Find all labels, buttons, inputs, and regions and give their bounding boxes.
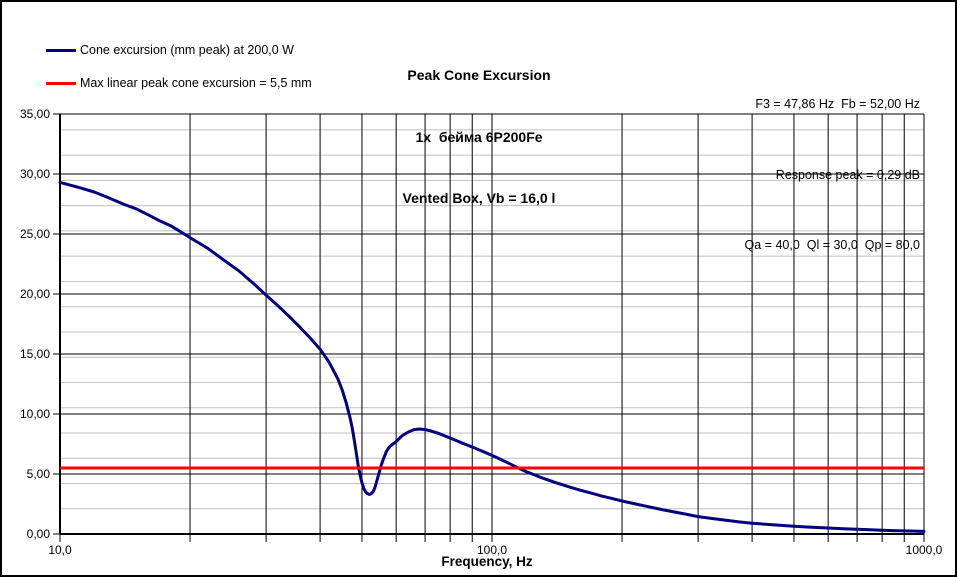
legend-item-cone-excursion: Cone excursion (mm peak) at 200,0 W xyxy=(46,43,294,57)
info-q-values: Qa = 40,0 Ql = 30,0 Qp = 80,0 xyxy=(744,238,920,252)
y-axis-tick-label: 10,00 xyxy=(20,407,50,421)
info-response-peak: Response peak = 0,29 dB xyxy=(775,167,920,182)
y-axis-tick-label: 25,00 xyxy=(20,227,50,241)
legend-item-max-excursion: Max linear peak cone excursion = 5,5 mm xyxy=(46,76,312,90)
x-axis-title: Frequency, Hz xyxy=(441,554,533,569)
legend-label: Max linear peak cone excursion = 5,5 mm xyxy=(80,76,312,90)
y-axis-tick-label: 15,00 xyxy=(20,347,50,361)
info-f3-fb: F3 = 47,86 Hz Fb = 52,00 Hz xyxy=(755,97,920,111)
y-axis-tick-label: 35,00 xyxy=(20,107,50,121)
cone-excursion-curve xyxy=(58,180,926,533)
chart-title-line1: Peak Cone Excursion xyxy=(407,67,551,83)
x-axis-tick-label: 10,0 xyxy=(48,543,72,557)
chart-title-line2: 1x бейма 6P200Fe xyxy=(415,128,543,145)
y-axis-tick-label: 0,00 xyxy=(27,527,51,541)
chart-title: Peak Cone Excursion 1x бейма 6P200Fe Ven… xyxy=(279,24,679,250)
x-axis-tick-label: 100,0 xyxy=(477,543,507,557)
y-axis-tick-label: 20,00 xyxy=(20,287,50,301)
chart-title-line3: Vented Box, Vb = 16,0 l xyxy=(402,190,556,206)
legend-label: Cone excursion (mm peak) at 200,0 W xyxy=(80,43,294,57)
alignment-info: F3 = 47,86 Hz Fb = 52,00 Hz Response pea… xyxy=(745,46,920,305)
y-axis-tick-label: 30,00 xyxy=(20,167,50,181)
x-axis-tick-label: 1000,0 xyxy=(906,543,943,557)
y-axis-tick-label: 5,00 xyxy=(27,467,51,481)
max-excursion-line-swatch xyxy=(46,81,76,85)
cone-excursion-line-swatch xyxy=(46,48,76,52)
